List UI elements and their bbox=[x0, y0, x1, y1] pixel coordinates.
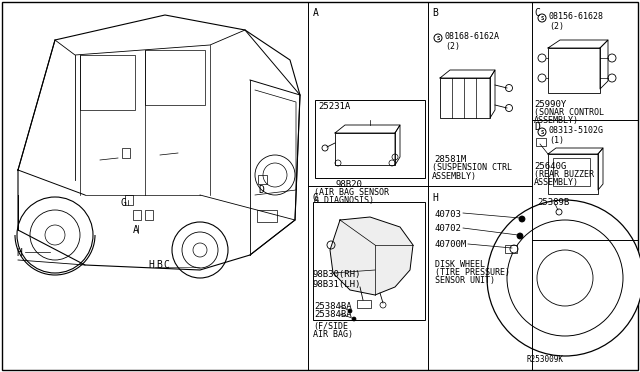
Bar bbox=[536, 138, 546, 146]
Text: 98B31(LH): 98B31(LH) bbox=[313, 280, 362, 289]
Bar bbox=[315, 100, 425, 178]
Circle shape bbox=[519, 216, 525, 222]
Circle shape bbox=[263, 163, 287, 187]
Text: C: C bbox=[534, 8, 540, 18]
Bar bbox=[122, 148, 130, 158]
Text: S: S bbox=[436, 35, 440, 41]
Circle shape bbox=[517, 233, 523, 239]
Circle shape bbox=[487, 200, 640, 356]
Text: 08313-5102G: 08313-5102G bbox=[549, 126, 604, 135]
Text: ASSEMBLY): ASSEMBLY) bbox=[534, 116, 579, 125]
Circle shape bbox=[182, 232, 218, 268]
Circle shape bbox=[193, 243, 207, 257]
Text: 08168-6162A: 08168-6162A bbox=[445, 32, 500, 41]
Text: 25640G: 25640G bbox=[534, 162, 566, 171]
Text: 08156-61628: 08156-61628 bbox=[549, 12, 604, 21]
Text: (2): (2) bbox=[445, 42, 460, 51]
Text: 25384BA: 25384BA bbox=[314, 302, 351, 311]
Text: H: H bbox=[432, 193, 438, 203]
Bar bbox=[125, 195, 133, 205]
Text: 25389B: 25389B bbox=[537, 198, 569, 207]
Text: 40703: 40703 bbox=[435, 210, 462, 219]
Text: A: A bbox=[133, 225, 139, 235]
Bar bbox=[440, 78, 490, 118]
Bar bbox=[548, 48, 600, 93]
Text: 40702: 40702 bbox=[435, 224, 462, 233]
Bar bbox=[505, 245, 517, 253]
Text: (SUSPENSION CTRL: (SUSPENSION CTRL bbox=[432, 163, 512, 172]
Text: 98B30(RH): 98B30(RH) bbox=[313, 270, 362, 279]
Text: DISK WHEEL: DISK WHEEL bbox=[435, 260, 485, 269]
Text: (F/SIDE: (F/SIDE bbox=[313, 322, 348, 331]
Text: S: S bbox=[540, 16, 543, 20]
Text: 25231A: 25231A bbox=[318, 102, 350, 111]
Circle shape bbox=[30, 210, 80, 260]
Circle shape bbox=[17, 197, 93, 273]
Circle shape bbox=[537, 250, 593, 306]
Circle shape bbox=[507, 220, 623, 336]
Text: D: D bbox=[534, 122, 540, 132]
Bar bbox=[335, 133, 395, 165]
Text: D: D bbox=[258, 185, 264, 195]
Bar bbox=[145, 210, 153, 220]
Text: G: G bbox=[120, 198, 126, 208]
Bar bbox=[548, 154, 598, 194]
Circle shape bbox=[348, 309, 352, 313]
Bar bbox=[257, 210, 277, 222]
Circle shape bbox=[255, 155, 295, 195]
Bar bbox=[145, 50, 205, 105]
Text: H: H bbox=[148, 260, 154, 270]
Text: AIR BAG): AIR BAG) bbox=[313, 330, 353, 339]
Text: SENSOR UNIT): SENSOR UNIT) bbox=[435, 276, 495, 285]
Circle shape bbox=[510, 245, 518, 253]
Text: (REAR BUZZER: (REAR BUZZER bbox=[534, 170, 594, 179]
Bar bbox=[357, 300, 371, 308]
Text: H: H bbox=[16, 248, 22, 258]
Text: & DIAGNOSIS): & DIAGNOSIS) bbox=[314, 196, 374, 205]
Text: B: B bbox=[156, 260, 162, 270]
Circle shape bbox=[434, 34, 442, 42]
Circle shape bbox=[538, 128, 546, 136]
Text: 25990Y: 25990Y bbox=[534, 100, 566, 109]
Text: G: G bbox=[313, 193, 319, 203]
Circle shape bbox=[45, 225, 65, 245]
Bar bbox=[80, 55, 135, 110]
Text: (1): (1) bbox=[549, 136, 564, 145]
Text: 98B20: 98B20 bbox=[335, 180, 362, 189]
Text: (2): (2) bbox=[549, 22, 564, 31]
Bar bbox=[133, 210, 141, 220]
Text: A: A bbox=[313, 8, 319, 18]
Text: (TIRE PRESSURE): (TIRE PRESSURE) bbox=[435, 268, 510, 277]
Text: (SONAR CONTROL: (SONAR CONTROL bbox=[534, 108, 604, 117]
Text: ASSEMBLY): ASSEMBLY) bbox=[534, 178, 579, 187]
Text: R253009K: R253009K bbox=[527, 355, 564, 364]
Circle shape bbox=[352, 317, 356, 321]
Text: C: C bbox=[163, 260, 169, 270]
Text: 40700M: 40700M bbox=[435, 240, 467, 249]
Text: ASSEMBLY): ASSEMBLY) bbox=[432, 172, 477, 181]
Text: S: S bbox=[540, 129, 543, 135]
Circle shape bbox=[172, 222, 228, 278]
Text: B: B bbox=[432, 8, 438, 18]
Text: 25384BA: 25384BA bbox=[314, 310, 351, 319]
Bar bbox=[258, 175, 267, 184]
Text: (AIR BAG SENSOR: (AIR BAG SENSOR bbox=[314, 188, 389, 197]
Polygon shape bbox=[330, 217, 413, 295]
Text: 28581M: 28581M bbox=[434, 155, 466, 164]
Bar bbox=[553, 158, 590, 186]
Circle shape bbox=[538, 14, 546, 22]
Bar bbox=[313, 202, 425, 320]
